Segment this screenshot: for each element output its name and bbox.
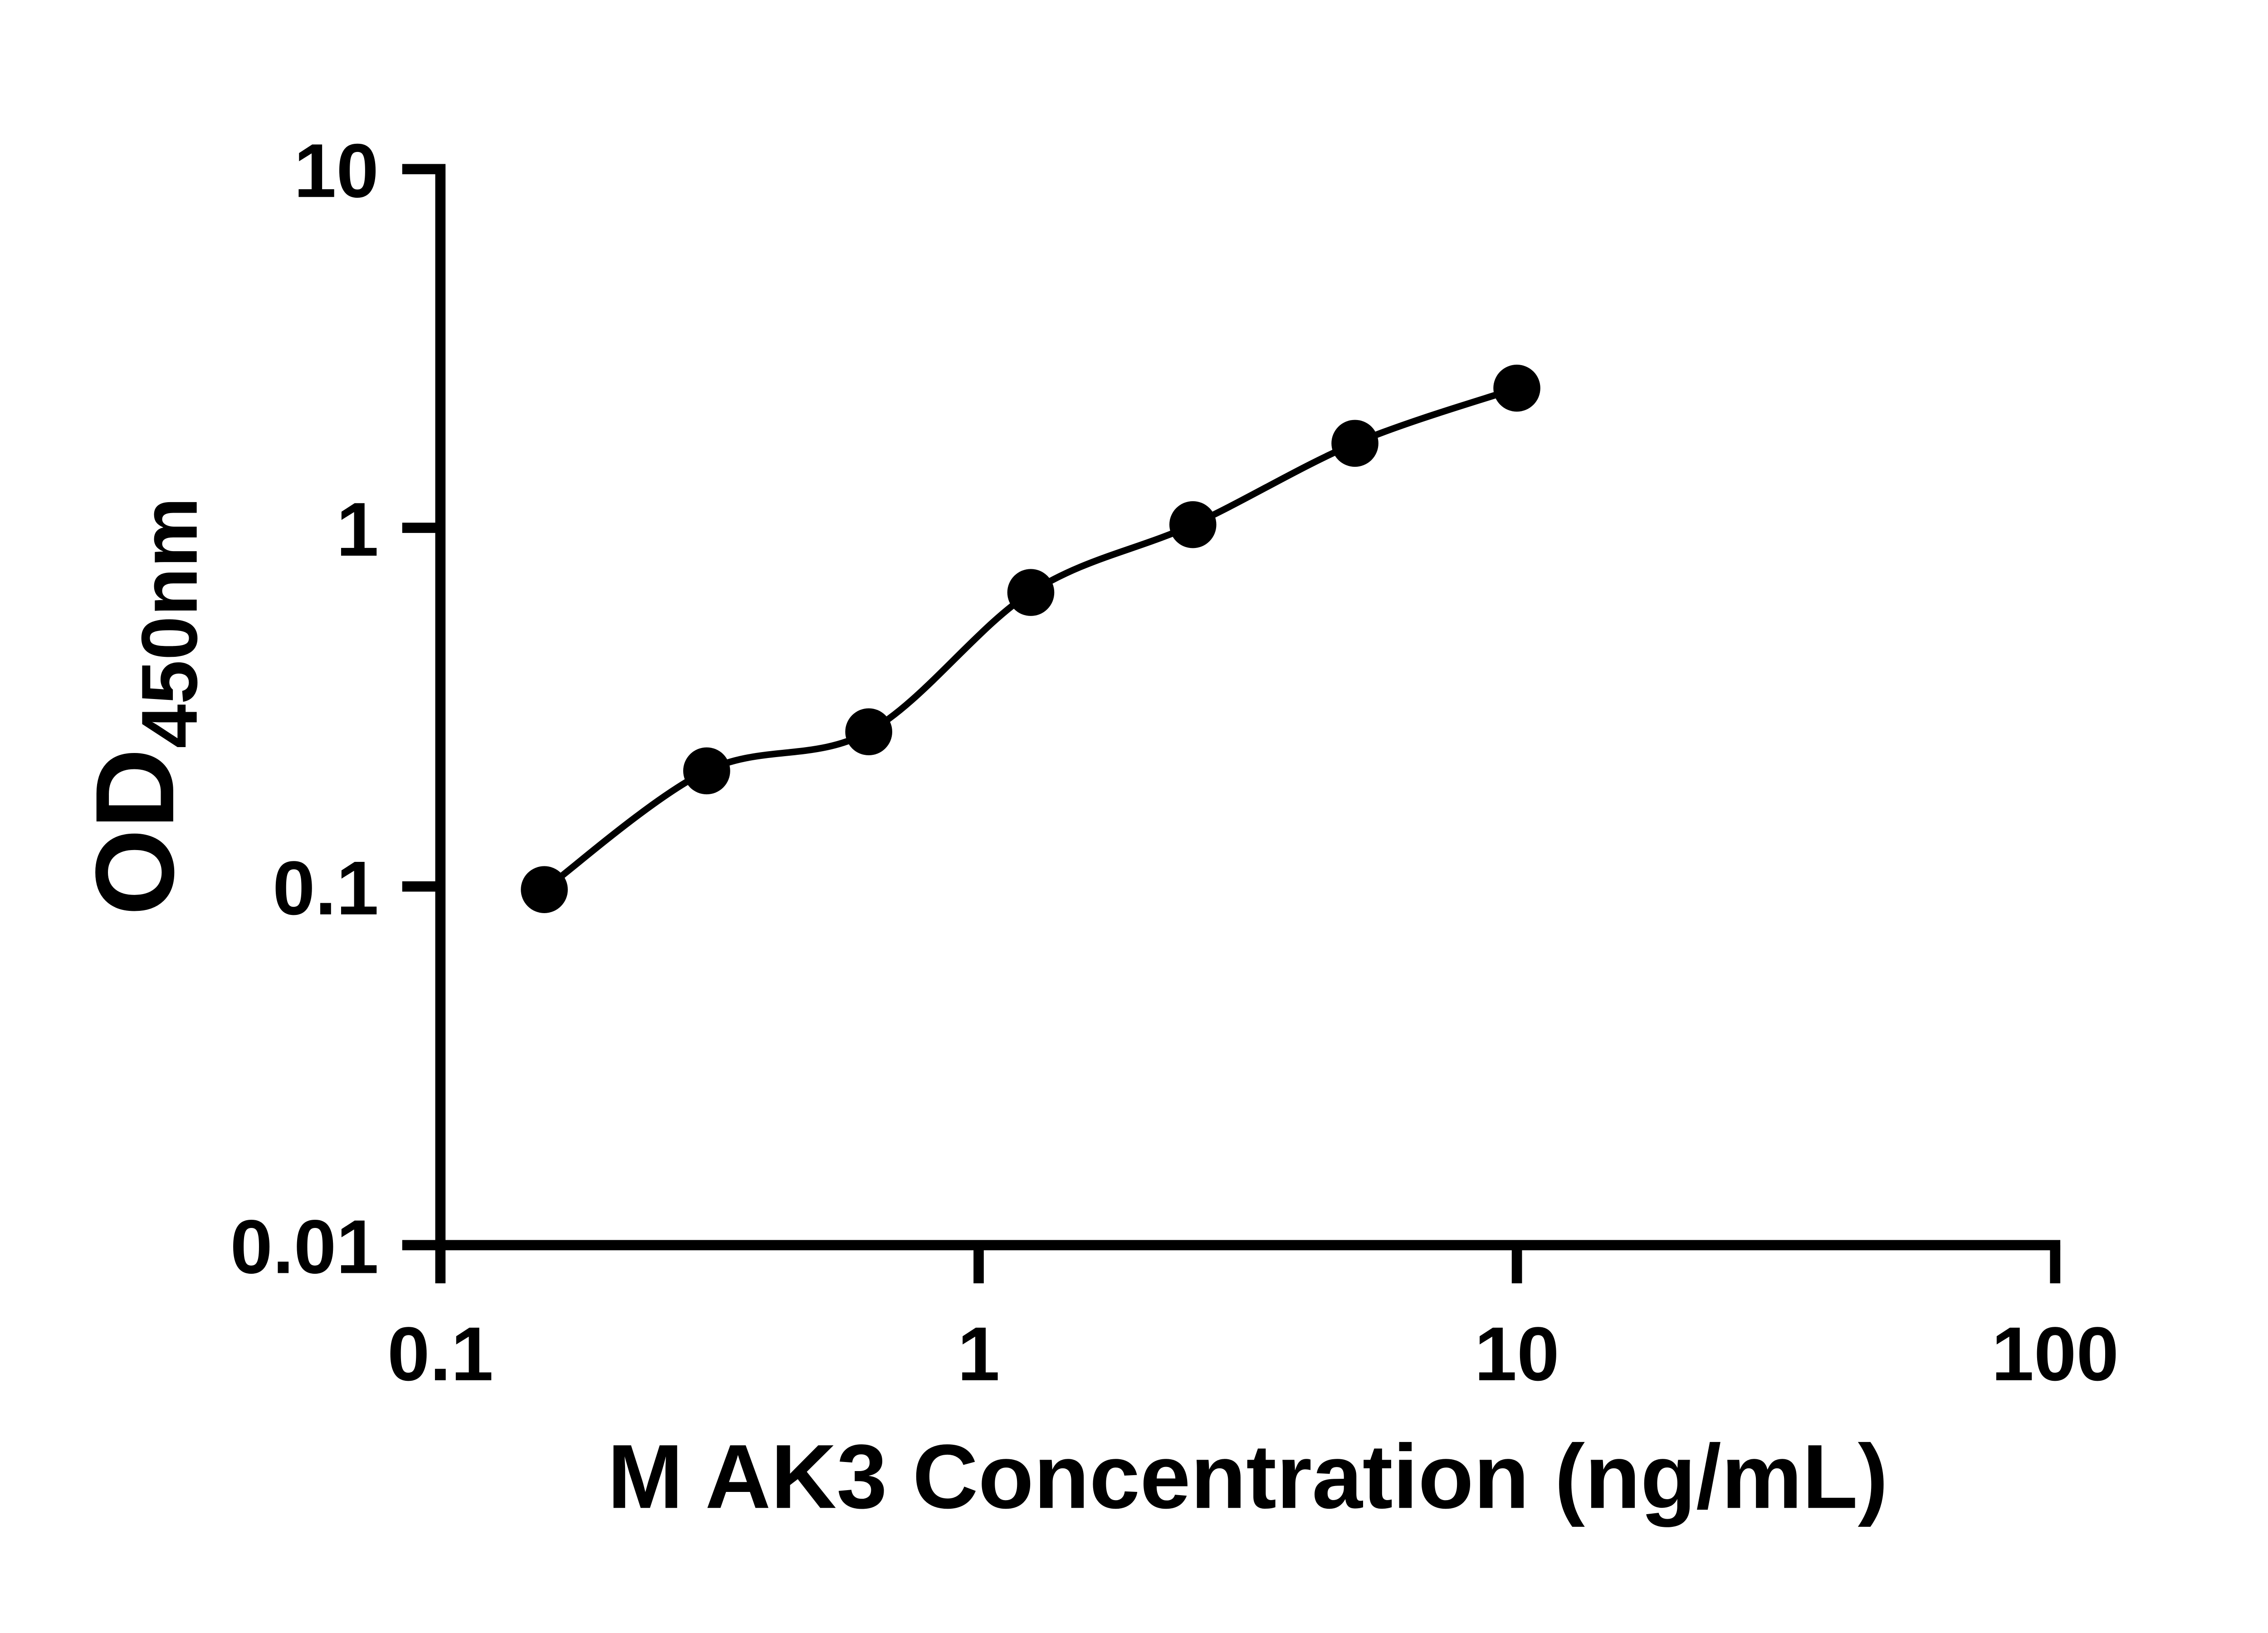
data-point	[683, 747, 730, 795]
fit-curve	[542, 385, 1518, 893]
y-tick-label: 10	[294, 128, 379, 213]
data-point	[1493, 364, 1540, 412]
y-tick-label: 0.01	[230, 1204, 379, 1289]
x-tick-label: 100	[1991, 1311, 2119, 1397]
y-axis-title: OD450nm	[73, 497, 214, 916]
y-tick-label: 1	[336, 487, 379, 572]
data-point	[845, 708, 892, 756]
data-point	[1331, 420, 1378, 467]
y-axis-title-main: OD	[73, 748, 197, 916]
axes-spine	[435, 164, 2061, 1251]
data-point	[1007, 569, 1055, 616]
x-tick-label: 10	[1475, 1311, 1559, 1397]
data-point	[1169, 501, 1217, 548]
y-tick-label: 0.1	[273, 846, 379, 931]
data-point	[521, 866, 568, 913]
x-tick-label: 1	[958, 1311, 1000, 1397]
x-axis-title: M AK3 Concentration (ng/mL)	[607, 1425, 1888, 1527]
x-tick-label: 0.1	[387, 1311, 494, 1397]
y-axis-title-subscript: 450nm	[126, 497, 214, 748]
